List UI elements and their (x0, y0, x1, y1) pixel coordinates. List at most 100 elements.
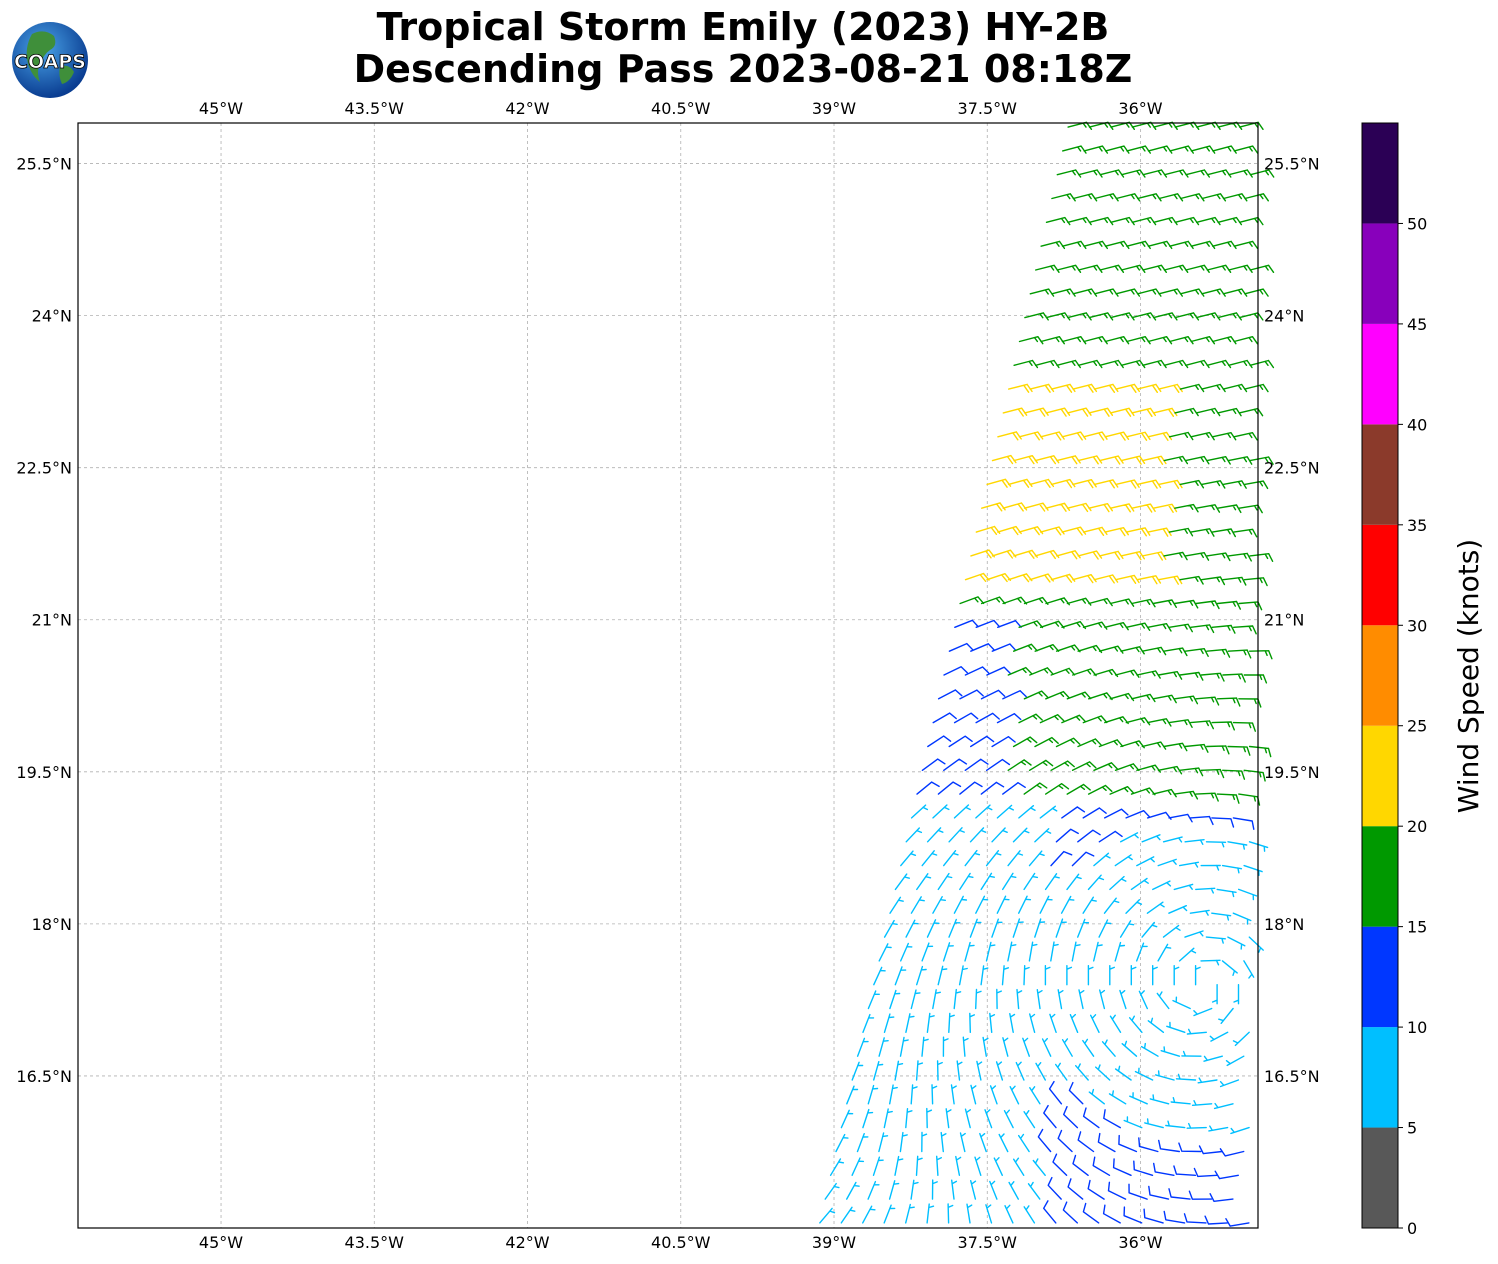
wind-barb (1142, 169, 1168, 178)
wind-barb (1153, 1162, 1175, 1176)
wind-barb (1123, 1116, 1143, 1129)
wind-barb (1249, 650, 1273, 660)
globe-logo-icon: COAPS (12, 22, 88, 98)
lat-tick-label-left: 25.5°N (16, 155, 72, 174)
wind-barb (1043, 1200, 1057, 1224)
wind-barb (1195, 504, 1221, 513)
wind-barb (1088, 312, 1114, 321)
wind-barb (1184, 552, 1210, 561)
wind-barb (856, 1133, 869, 1153)
wind-barb (819, 1207, 836, 1224)
wind-barb (1189, 909, 1210, 916)
wind-barb (1099, 550, 1124, 560)
wind-barb (1061, 240, 1087, 250)
axis-ticks: 45°W 45°W 43.5°W 43.5°W 42°W 42°W 40.5°W 40.5°W… (16, 99, 1319, 1252)
wind-barb (1147, 336, 1173, 345)
wind-barb (943, 666, 968, 676)
wind-barb (926, 919, 940, 938)
wind-barb (1032, 1158, 1046, 1176)
wind-barb (1023, 872, 1039, 891)
wind-barb (998, 1133, 1009, 1153)
wind-barb (873, 1061, 884, 1081)
wind-barb (1018, 895, 1032, 914)
lon-tick-label-bottom: 39°W (812, 1233, 856, 1252)
wind-barb (926, 1107, 933, 1129)
lat-tick-label-right: 21°N (1264, 611, 1304, 630)
wind-barb (1103, 1109, 1121, 1129)
wind-barb (1184, 648, 1209, 657)
lat-tick-label-right: 16.5°N (1264, 1067, 1320, 1086)
wind-barb (1238, 312, 1264, 321)
wind-barb (936, 1155, 942, 1176)
wind-barb (1045, 216, 1071, 226)
wind-barb (1157, 575, 1183, 585)
wind-barb (1034, 644, 1060, 652)
wind-barb (953, 712, 979, 724)
wind-barb (1168, 527, 1194, 537)
wind-barb (1063, 1106, 1079, 1129)
wind-barb (986, 666, 1011, 676)
wind-barb (1201, 480, 1226, 489)
wind-barb (1040, 431, 1065, 441)
wind-barb (1227, 649, 1252, 659)
wind-barb (1244, 383, 1269, 393)
wind-barb (962, 1036, 969, 1057)
wind-barb (942, 1036, 949, 1057)
wind-barb (1066, 597, 1092, 606)
wind-barb (1233, 145, 1259, 154)
wind-barb (996, 713, 1022, 724)
wind-barb (1072, 193, 1098, 202)
wind-barb (1211, 336, 1237, 345)
wind-barb (1129, 1092, 1148, 1105)
wind-barb (1125, 717, 1151, 726)
wind-barb (840, 1206, 856, 1224)
wind-barb (1190, 431, 1215, 441)
wind-barb (1029, 383, 1055, 393)
wind-barb (1209, 1031, 1229, 1042)
wind-barb (1018, 526, 1044, 536)
wind-barb (974, 1156, 982, 1176)
wind-barb (1141, 834, 1161, 843)
wind-barb (1194, 965, 1201, 986)
wind-barb (1087, 874, 1105, 891)
wind-barb (1110, 216, 1135, 226)
wind-barb (1109, 1014, 1122, 1033)
wind-barb (997, 620, 1022, 628)
wind-barb (1112, 1158, 1132, 1176)
wind-barb (1114, 854, 1133, 867)
wind-barb (1175, 1073, 1197, 1081)
wind-barb (991, 918, 1003, 938)
wind-barb (1002, 1037, 1009, 1057)
wind-barb (1099, 264, 1125, 273)
wind-barb (1211, 528, 1236, 538)
wind-barb (1141, 646, 1167, 656)
wind-barb (991, 454, 1017, 465)
wind-barb (1126, 240, 1151, 250)
wind-barb (1028, 850, 1045, 867)
lon-tick-label-bottom: 36°W (1118, 1233, 1162, 1252)
wind-barb (1055, 737, 1081, 748)
wind-barb (1040, 240, 1066, 250)
wind-barb (1109, 692, 1135, 702)
wind-barb (964, 758, 989, 771)
wind-barb (936, 1060, 943, 1081)
wind-barb (1174, 407, 1199, 417)
wind-barb (1126, 145, 1151, 154)
wind-barb (1045, 407, 1071, 417)
wind-barb (1172, 996, 1191, 1010)
wind-barb (1126, 431, 1151, 441)
wind-barb (1248, 745, 1272, 758)
wind-barb (1114, 669, 1140, 678)
wind-barb (921, 1036, 929, 1057)
wind-barb (1023, 1205, 1036, 1224)
wind-barb (948, 735, 973, 748)
wind-barb (1044, 965, 1051, 986)
wind-barb (1217, 504, 1242, 514)
wind-barb (1212, 240, 1237, 250)
wind-barb (878, 1132, 889, 1153)
wind-barb (1093, 668, 1119, 678)
wind-barb (937, 965, 948, 986)
wind-barb (1125, 810, 1151, 819)
wind-barb (910, 804, 929, 819)
wind-barb (1104, 716, 1129, 725)
